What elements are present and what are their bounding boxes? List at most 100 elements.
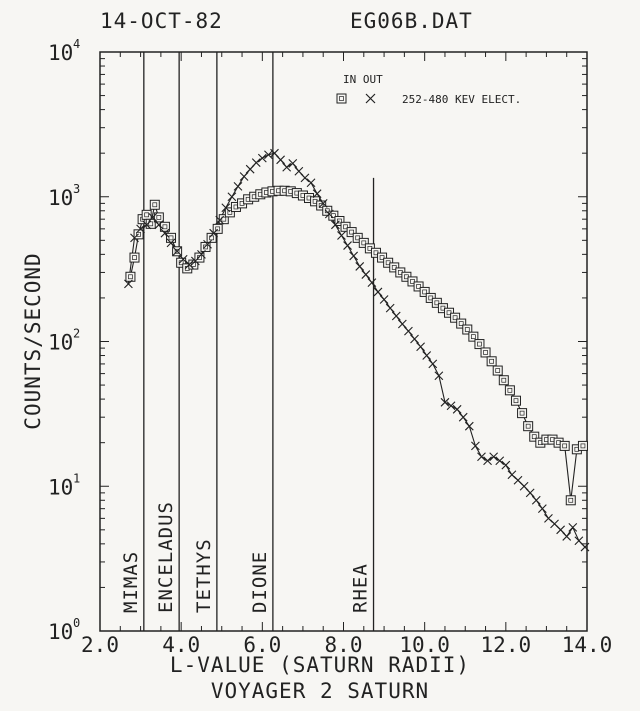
data-point-square — [523, 421, 534, 432]
data-point-x — [525, 488, 535, 498]
data-point-x — [580, 542, 590, 552]
square-inner — [152, 202, 158, 208]
data-point-x — [324, 209, 334, 219]
square-inner — [318, 203, 324, 208]
data-point-x — [349, 251, 359, 261]
square-inner — [531, 434, 537, 440]
data-point-square — [166, 232, 177, 243]
data-point-x — [428, 359, 438, 369]
data-point-square — [352, 232, 363, 243]
square-outer — [328, 210, 339, 221]
data-point-x — [337, 231, 346, 240]
data-point-x — [184, 260, 194, 269]
square-outer — [510, 395, 521, 406]
square-outer — [206, 232, 217, 243]
square-outer — [559, 440, 570, 451]
square-outer — [377, 252, 388, 263]
data-point-square — [456, 318, 467, 329]
legend-label: 252-480 KEV ELECT. — [402, 93, 521, 106]
data-point-square — [498, 375, 509, 386]
square-inner — [458, 321, 464, 326]
data-point-x — [361, 270, 371, 279]
square-outer — [125, 271, 136, 282]
data-point-square — [431, 297, 442, 308]
square-outer — [413, 281, 424, 292]
data-point-x — [471, 441, 480, 451]
y-tick-label: 10 — [48, 41, 73, 65]
data-point-x — [142, 220, 152, 230]
data-point-square — [340, 221, 351, 232]
data-point-x — [422, 351, 432, 360]
data-point-x — [306, 178, 316, 188]
data-point-square — [129, 252, 140, 263]
square-outer — [340, 221, 351, 232]
data-point-square — [153, 212, 164, 223]
square-inner — [349, 229, 354, 235]
data-point-x — [501, 460, 511, 470]
moon-lines: MIMAS ENCELADUS TETHYS DIONE RHEA — [120, 52, 375, 631]
data-point-x — [257, 153, 267, 163]
square-inner — [495, 368, 501, 373]
x-tick-label: 12.0 — [481, 633, 532, 657]
chart-filename: EG06B.DAT — [350, 9, 473, 33]
data-point-x — [288, 159, 298, 168]
square-outer — [352, 232, 363, 243]
square-inner — [128, 274, 133, 280]
chart-caption: VOYAGER 2 SATURN — [211, 679, 429, 703]
square-outer — [492, 365, 503, 376]
square-inner — [355, 235, 361, 241]
square-inner — [513, 398, 519, 404]
square-outer — [176, 257, 187, 268]
square-inner — [483, 350, 488, 355]
data-point-square — [224, 207, 235, 218]
square-outer — [149, 199, 160, 210]
moon-label: DIONE — [249, 551, 271, 613]
square-inner — [519, 410, 525, 416]
square-inner — [215, 226, 221, 232]
square-inner — [391, 265, 397, 270]
legend-header: IN OUT — [343, 73, 383, 86]
square-inner — [361, 240, 367, 246]
square-outer — [431, 297, 442, 308]
square-inner — [136, 231, 141, 237]
data-point-square — [125, 271, 136, 282]
square-inner — [197, 255, 202, 260]
data-point-square — [504, 385, 515, 396]
data-point-x — [446, 401, 456, 411]
square-inner — [489, 358, 494, 364]
data-point-x — [477, 452, 486, 462]
x-axis-title: L-VALUE (SATURN RADII) — [170, 653, 470, 677]
data-point-x — [215, 215, 225, 225]
data-point-square — [480, 347, 491, 358]
y-tick-exponent: 4 — [73, 37, 80, 51]
square-outer — [480, 347, 491, 358]
square-outer — [129, 252, 140, 263]
data-point-x — [531, 495, 541, 505]
legend: IN OUT 252-480 KEV ELECT. — [336, 73, 521, 106]
data-point-square — [510, 395, 521, 406]
data-point-square — [413, 281, 424, 292]
square-inner — [221, 216, 227, 222]
data-point-x — [434, 371, 444, 381]
square-outer — [450, 312, 461, 323]
data-point-x — [172, 246, 182, 256]
square-inner — [162, 224, 168, 230]
data-point-x — [483, 456, 492, 466]
data-point-x — [148, 213, 158, 222]
data-point-x — [440, 397, 450, 407]
square-outer — [166, 232, 177, 243]
data-point-x — [203, 239, 212, 249]
data-point-square — [486, 356, 497, 367]
data-point-x — [495, 456, 505, 466]
y-tick-label: 10 — [48, 331, 73, 355]
square-outer — [474, 339, 485, 350]
data-point-x — [124, 279, 133, 289]
data-point-x — [464, 421, 474, 431]
square-outer — [224, 207, 235, 218]
y-tick-exponent: 1 — [73, 471, 80, 485]
square-outer — [523, 421, 534, 432]
square-outer — [419, 286, 430, 297]
data-point-x — [251, 158, 261, 168]
data-point-x — [343, 241, 352, 250]
